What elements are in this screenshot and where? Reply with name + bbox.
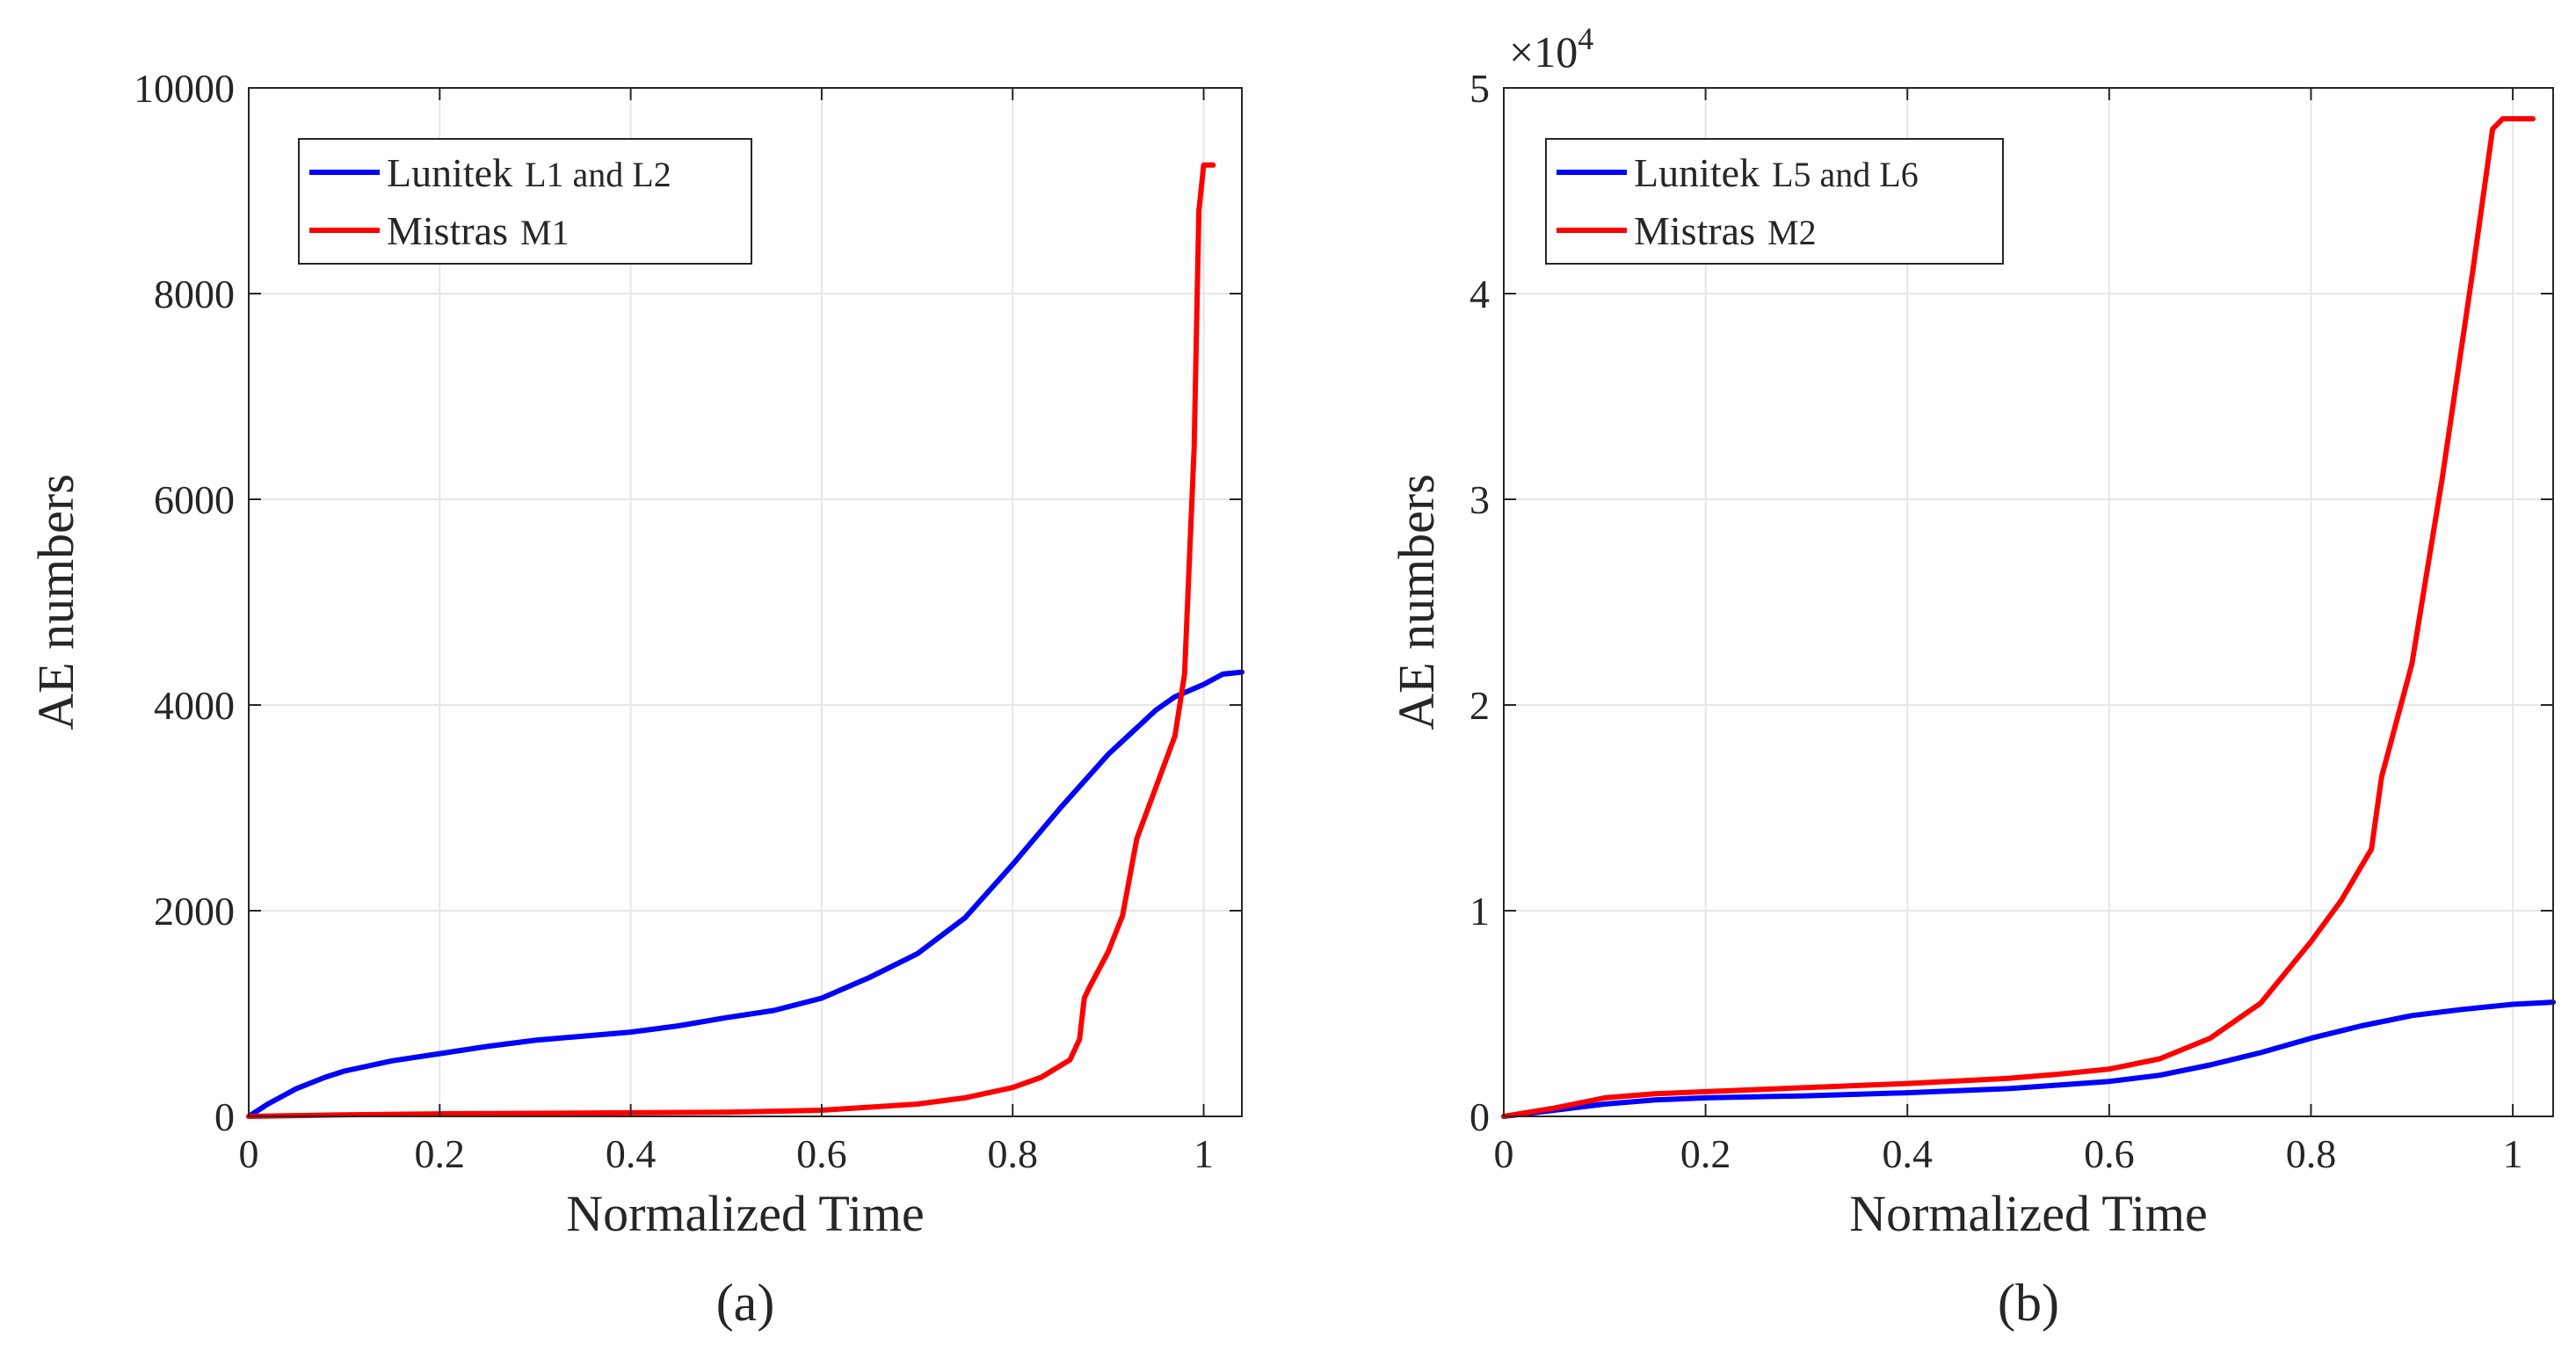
panel-b-y-tick-label-1: 1: [1469, 889, 1490, 934]
panel-b-exponent-base: ×10: [1509, 27, 1578, 76]
panel-b-legend-box: [1545, 138, 2004, 265]
panel-b-x-ticks: 0 0.2 0.4 0.6 0.8 1: [1494, 88, 2523, 1176]
panel-a-legend-box: [298, 138, 752, 265]
panel-b-legend-mistras-sub: M2: [1767, 213, 1817, 252]
panel-a-legend-lunitek-sub: L1 and L2: [525, 155, 671, 194]
panel-a-y-ticks: 0 2000 4000 6000 8000 10000: [134, 66, 1242, 1139]
panel-a-legend-mistras-sub: M1: [520, 213, 570, 252]
panel-b-x-tick-label-5: 1: [2503, 1131, 2523, 1176]
panel-a-y-tick-label-1: 2000: [154, 889, 235, 934]
panel-a-legend-entry-mistras: Mistras M1: [387, 208, 570, 253]
panel-a-axes-box: [248, 87, 1243, 1117]
panel-a-legend-entry-lunitek: Lunitek L1 and L2: [387, 150, 671, 195]
panel-b-chart: 0 0.2 0.4 0.6 0.8 1 0 1 2 3 4 5 Normalized Time AE…: [1388, 21, 2556, 1332]
panel-b-series-mistras: [1501, 116, 2536, 1119]
panel-a-legend-mistras-main: Mistras: [387, 208, 508, 253]
panel-b-x-tick-label-0: 0: [1494, 1131, 1514, 1176]
panel-b-legend-mistras-main: Mistras: [1634, 208, 1755, 253]
panel-b-exponent-power: 4: [1578, 21, 1593, 56]
panel-a-x-tick-label-2: 0.4: [606, 1131, 657, 1176]
panel-a-label: (a): [716, 1274, 775, 1332]
panel-a-x-axis-label: Normalized Time: [566, 1185, 925, 1242]
panel-a-legend: Lunitek L1 and L2 Mistras M1: [298, 138, 752, 265]
panel-b-y-tick-label-3: 3: [1469, 477, 1490, 522]
panel-a-chart: 0 0.2 0.4 0.6 0.8 1 0 2000 4000 6000 8000 10000 No…: [27, 66, 1244, 1332]
panel-b-y-axis-label: AE numbers: [1388, 474, 1445, 730]
panel-b-x-tick-label-1: 0.2: [1680, 1131, 1731, 1176]
panel-b-y-exponent: ×104: [1509, 21, 1593, 76]
panel-a-x-tick-label-3: 0.6: [796, 1131, 847, 1176]
panel-b-x-tick-label-4: 0.8: [2286, 1131, 2337, 1176]
panel-b-series: [1501, 116, 2556, 1119]
panel-a-series-lunitek: [246, 669, 1244, 1119]
panel-a-y-tick-label-3: 6000: [154, 477, 235, 522]
panel-a-x-tick-label-4: 0.8: [987, 1131, 1038, 1176]
panel-b-y-ticks: 0 1 2 3 4 5: [1469, 66, 2553, 1139]
panel-a-y-tick-label-5: 10000: [134, 66, 235, 111]
panel-b-x-axis-label: Normalized Time: [1849, 1185, 2208, 1242]
panel-a-legend-lunitek-main: Lunitek: [387, 150, 512, 195]
panel-b-axes-box: [1503, 87, 2554, 1117]
panel-a-x-tick-label-5: 1: [1194, 1131, 1214, 1176]
panel-b-legend-entry-lunitek: Lunitek L5 and L6: [1634, 150, 1919, 195]
panel-b-y-tick-label-4: 4: [1469, 272, 1490, 316]
panel-b-legend: Lunitek L5 and L6 Mistras M2: [1545, 138, 2004, 265]
panel-b-legend-lunitek-main: Lunitek: [1634, 150, 1760, 195]
panel-a-x-tick-label-1: 0.2: [415, 1131, 466, 1176]
panel-a-x-ticks: 0 0.2 0.4 0.6 0.8 1: [239, 88, 1214, 1176]
panel-b-legend-lunitek-sub: L5 and L6: [1772, 155, 1919, 194]
panel-b-x-tick-label-3: 0.6: [2084, 1131, 2135, 1176]
panel-a-y-tick-label-4: 8000: [154, 272, 235, 316]
panel-b-y-tick-label-2: 2: [1469, 683, 1490, 728]
panel-b-y-tick-label-0: 0: [1469, 1094, 1490, 1139]
panel-a-x-tick-label-0: 0: [239, 1131, 259, 1176]
panel-b-label: (b): [1998, 1274, 2059, 1332]
panel-b-legend-entry-mistras: Mistras M2: [1634, 208, 1817, 253]
panel-a-y-tick-label-2: 4000: [154, 683, 235, 728]
panel-b-y-tick-label-5: 5: [1469, 66, 1490, 111]
panel-b-x-tick-label-2: 0.4: [1882, 1131, 1933, 1176]
panel-b-series-lunitek: [1501, 999, 2556, 1119]
panel-a-y-tick-label-0: 0: [214, 1094, 235, 1139]
panel-a-y-axis-label: AE numbers: [27, 474, 84, 730]
